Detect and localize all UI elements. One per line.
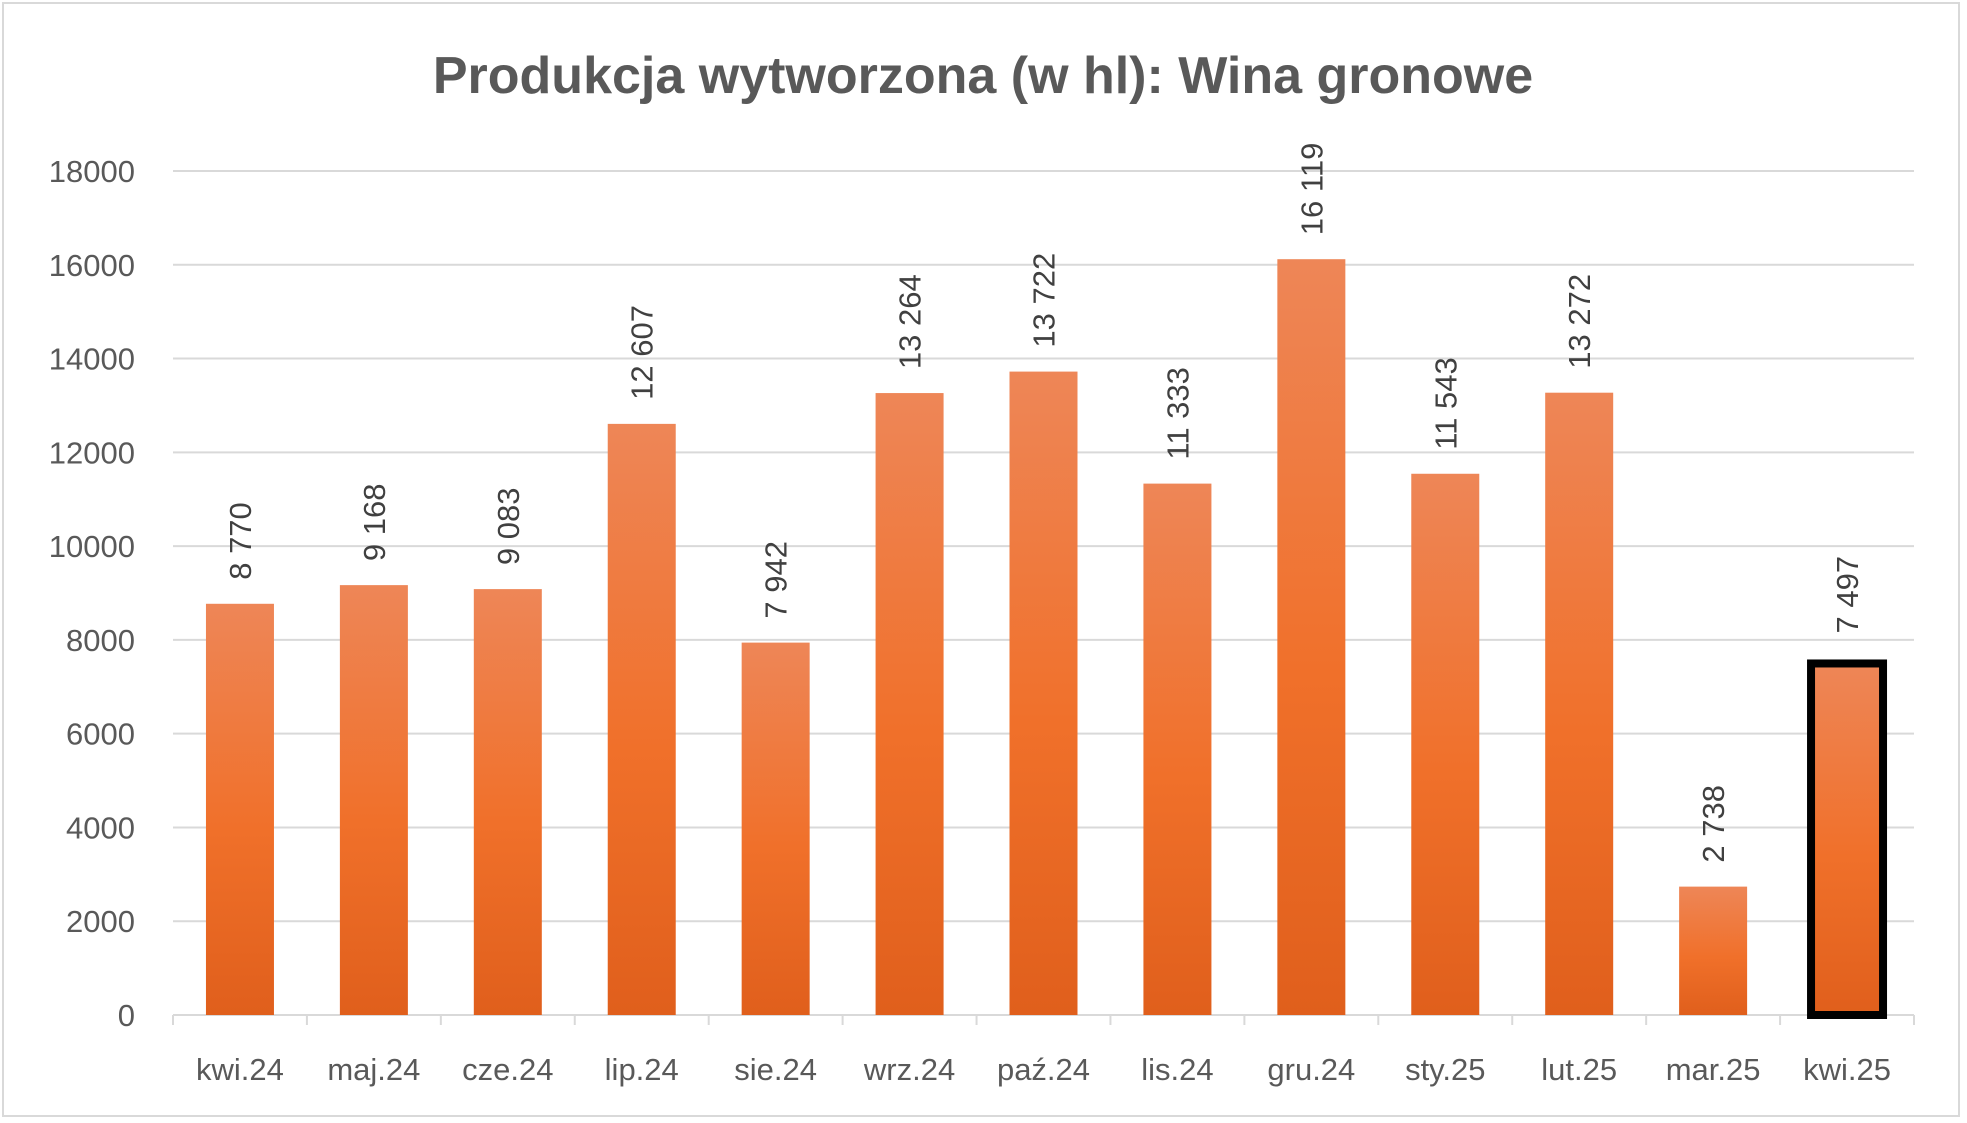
data-label: 9 083 bbox=[491, 488, 526, 566]
bar-sie.24 bbox=[741, 642, 810, 1015]
x-tick-label: wrz.24 bbox=[863, 1052, 955, 1087]
x-tick-label: lut.25 bbox=[1541, 1052, 1617, 1087]
x-tick-label: cze.24 bbox=[462, 1052, 553, 1087]
bar-cze.24 bbox=[473, 589, 542, 1015]
data-label: 7 942 bbox=[759, 541, 794, 619]
data-label: 13 272 bbox=[1562, 274, 1597, 369]
y-tick-label: 10000 bbox=[49, 529, 135, 564]
y-tick-label: 16000 bbox=[49, 248, 135, 283]
x-tick-label: maj.24 bbox=[327, 1052, 420, 1087]
x-tick-label: lip.24 bbox=[605, 1052, 679, 1087]
data-label: 13 264 bbox=[893, 274, 928, 369]
y-tick-label: 4000 bbox=[66, 810, 135, 845]
bar-sty.25 bbox=[1411, 473, 1480, 1015]
bar-paź.24 bbox=[1009, 371, 1078, 1015]
bar-maj.24 bbox=[339, 585, 408, 1015]
bar-wrz.24 bbox=[875, 393, 944, 1015]
chart-title: Produkcja wytworzona (w hl): Wina gronow… bbox=[433, 47, 1533, 105]
bar-kwi.24 bbox=[205, 603, 274, 1015]
y-tick-label: 8000 bbox=[66, 623, 135, 658]
y-tick-label: 0 bbox=[118, 998, 135, 1033]
data-label: 7 497 bbox=[1830, 556, 1865, 634]
bar-gru.24 bbox=[1277, 259, 1346, 1015]
bar-lis.24 bbox=[1143, 483, 1212, 1015]
data-label: 11 333 bbox=[1160, 367, 1195, 460]
data-label: 11 543 bbox=[1428, 357, 1463, 450]
x-tick-label: sty.25 bbox=[1405, 1052, 1485, 1087]
y-tick-label: 18000 bbox=[49, 154, 135, 189]
data-label: 8 770 bbox=[223, 502, 258, 580]
data-label: 13 722 bbox=[1027, 253, 1062, 348]
data-label: 2 738 bbox=[1696, 785, 1731, 863]
data-label: 9 168 bbox=[357, 484, 392, 562]
bar-lut.25 bbox=[1545, 392, 1614, 1015]
y-tick-label: 14000 bbox=[49, 342, 135, 377]
x-tick-label: mar.25 bbox=[1666, 1052, 1761, 1087]
x-tick-label: lis.24 bbox=[1141, 1052, 1213, 1087]
x-tick-label: paź.24 bbox=[997, 1052, 1090, 1087]
bar-kwi.25 bbox=[1807, 659, 1888, 1019]
x-tick-label: kwi.24 bbox=[196, 1052, 284, 1087]
bar-mar.25 bbox=[1679, 886, 1748, 1015]
bar-lip.24 bbox=[607, 423, 676, 1015]
y-tick-label: 6000 bbox=[66, 717, 135, 752]
data-label: 12 607 bbox=[625, 305, 660, 400]
y-tick-label: 2000 bbox=[66, 904, 135, 939]
x-tick-label: gru.24 bbox=[1267, 1052, 1355, 1087]
y-tick-label: 12000 bbox=[49, 435, 135, 470]
x-tick-label: kwi.25 bbox=[1803, 1052, 1891, 1087]
x-tick-label: sie.24 bbox=[734, 1052, 817, 1087]
data-label: 16 119 bbox=[1294, 143, 1329, 236]
